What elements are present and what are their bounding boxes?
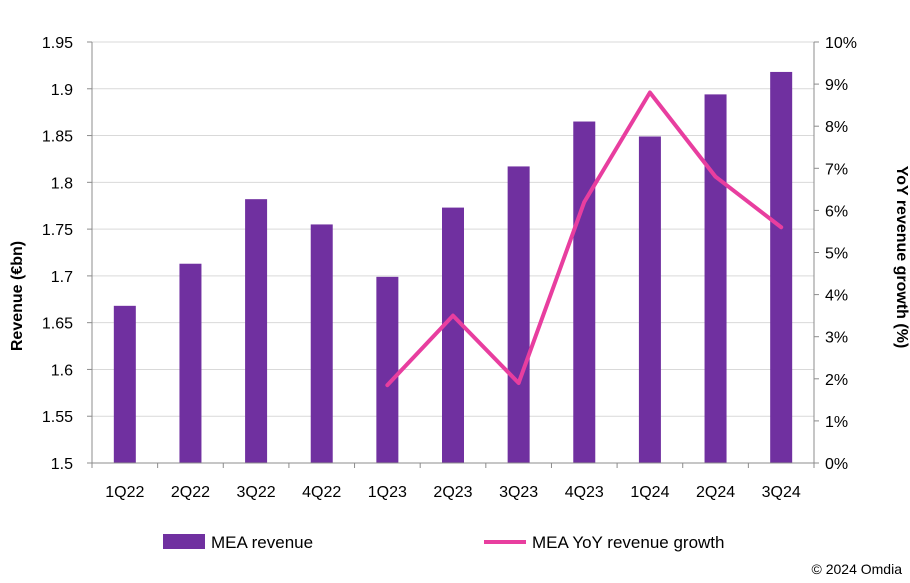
x-tick-label-4Q22: 4Q22 xyxy=(302,484,341,501)
growth-point-1Q23 xyxy=(386,384,388,386)
growth-point-2Q23 xyxy=(452,315,454,317)
legend-label-revenue: MEA revenue xyxy=(211,533,313,552)
bar-1Q23 xyxy=(376,276,399,463)
y2-tick-label: 8% xyxy=(825,119,848,136)
legend-swatch-revenue xyxy=(163,534,205,549)
legend-label-growth: MEA YoY revenue growth xyxy=(532,533,725,552)
left-axis-ticks: 1.5 1.55 1.6 1.65 1.7 1.75 1.8 1.85 1.9 1.95 xyxy=(42,35,92,473)
bar-4Q23 xyxy=(573,121,596,464)
y-tick-label: 1.55 xyxy=(42,409,73,426)
x-tick-label-1Q24: 1Q24 xyxy=(630,484,669,501)
bar-2Q23 xyxy=(442,207,464,463)
x-tick-label-3Q22: 3Q22 xyxy=(237,484,276,501)
y-tick-label: 1.5 xyxy=(51,456,73,473)
y2-axis-title: YoY revenue growth (%) xyxy=(893,166,910,349)
x-tick-label-1Q23: 1Q23 xyxy=(368,484,407,501)
y-axis-title: Revenue (€bn) xyxy=(9,241,26,351)
x-axis-ticks: 1Q22 2Q22 3Q22 4Q22 1Q23 2Q23 3Q23 4Q23 1Q24 2Q24… xyxy=(91,463,815,501)
growth-point-3Q23 xyxy=(518,382,520,384)
x-tick-label-2Q24: 2Q24 xyxy=(696,484,735,501)
bar-4Q22 xyxy=(310,224,333,463)
y2-tick-label: 2% xyxy=(825,372,848,389)
growth-point-1Q24 xyxy=(649,92,651,94)
x-tick-label-2Q22: 2Q22 xyxy=(171,484,210,501)
y-tick-label: 1.75 xyxy=(42,222,73,239)
y-tick-label: 1.8 xyxy=(51,175,73,192)
bars xyxy=(113,71,793,464)
y2-tick-label: 7% xyxy=(825,161,848,178)
x-tick-label-3Q24: 3Q24 xyxy=(762,484,801,501)
bar-3Q22 xyxy=(245,199,268,463)
y2-tick-label: 1% xyxy=(825,414,848,431)
growth-point-3Q24 xyxy=(780,226,782,228)
copyright-text: © 2024 Omdia xyxy=(811,561,902,577)
y2-tick-label: 4% xyxy=(825,288,848,305)
x-tick-label-2Q23: 2Q23 xyxy=(433,484,472,501)
y2-tick-label: 3% xyxy=(825,330,848,347)
y-tick-label: 1.7 xyxy=(51,269,73,286)
bar-3Q24 xyxy=(770,71,793,463)
y-tick-label: 1.6 xyxy=(51,362,73,379)
y-tick-label: 1.85 xyxy=(42,129,73,146)
y2-tick-label: 10% xyxy=(825,35,857,52)
y2-tick-label: 5% xyxy=(825,246,848,263)
x-tick-label-1Q22: 1Q22 xyxy=(105,484,144,501)
right-axis-ticks: 0% 1% 2% 3% 4% 5% 6% 7% 8% 9% 10% xyxy=(814,35,857,473)
growth-point-4Q23 xyxy=(583,201,585,203)
y2-tick-label: 6% xyxy=(825,203,848,220)
y2-tick-label: 9% xyxy=(825,77,848,94)
bar-3Q23 xyxy=(507,166,530,463)
y-tick-label: 1.95 xyxy=(42,35,73,52)
x-tick-label-4Q23: 4Q23 xyxy=(565,484,604,501)
bar-2Q24 xyxy=(704,94,727,463)
y2-tick-label: 0% xyxy=(825,456,848,473)
growth-point-2Q24 xyxy=(715,176,717,178)
y-tick-label: 1.65 xyxy=(42,316,73,333)
x-tick-label-3Q23: 3Q23 xyxy=(499,484,538,501)
bar-1Q24 xyxy=(638,136,661,464)
legend: MEA revenue MEA YoY revenue growth xyxy=(163,533,725,552)
bar-2Q22 xyxy=(179,263,202,463)
line-series xyxy=(385,90,784,388)
y-tick-label: 1.9 xyxy=(51,82,73,99)
bar-1Q22 xyxy=(113,305,136,463)
